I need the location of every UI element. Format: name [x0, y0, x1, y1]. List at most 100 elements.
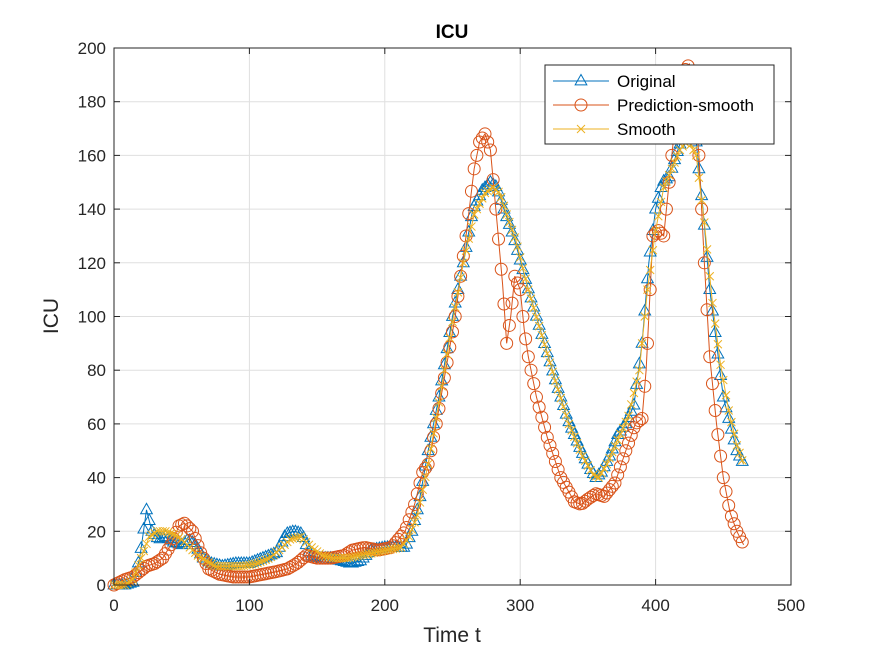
x-stroke — [207, 559, 216, 569]
x-stroke — [710, 319, 720, 329]
data-point — [464, 234, 474, 243]
x-stroke — [144, 532, 154, 542]
data-point — [727, 432, 741, 445]
data-point — [407, 525, 417, 534]
data-point — [735, 448, 744, 458]
data-point — [177, 516, 191, 530]
x-stroke — [667, 164, 677, 174]
x-stroke — [377, 546, 387, 556]
x-stroke — [161, 526, 170, 536]
y-tick-label: 140 — [78, 200, 106, 219]
data-point — [166, 528, 176, 538]
data-point — [710, 319, 720, 329]
x-stroke — [171, 531, 181, 541]
x-stroke — [645, 265, 655, 275]
data-point — [732, 441, 742, 450]
data-point — [131, 568, 141, 577]
data-point — [391, 544, 400, 553]
data-point — [494, 187, 503, 197]
x-stroke — [494, 187, 503, 197]
x-stroke — [483, 186, 493, 196]
data-point — [253, 558, 262, 568]
data-point — [697, 217, 712, 230]
data-point — [624, 403, 638, 416]
x-stroke — [464, 234, 474, 243]
data-point — [611, 468, 625, 482]
legend-item[interactable]: Smooth — [553, 120, 676, 139]
x-stroke — [702, 245, 712, 254]
data-point — [551, 376, 560, 386]
data-point — [510, 276, 524, 290]
legend-item[interactable]: Original — [553, 72, 676, 91]
data-point — [261, 555, 271, 565]
x-stroke — [616, 429, 625, 439]
data-point — [461, 246, 471, 256]
data-point — [521, 274, 530, 284]
data-point — [694, 173, 704, 183]
data-point — [264, 554, 273, 564]
data-point — [508, 269, 522, 283]
data-point — [634, 365, 644, 375]
data-point — [632, 377, 641, 386]
x-stroke — [597, 468, 606, 478]
data-point — [505, 296, 519, 310]
data-point — [158, 526, 168, 536]
data-point — [711, 346, 725, 359]
x-axis-label: Time t — [423, 624, 481, 647]
data-point — [662, 177, 671, 186]
legend-label: Prediction-smooth — [617, 96, 754, 115]
data-point — [518, 271, 533, 284]
legend-item[interactable]: Prediction-smooth — [553, 96, 754, 115]
data-point — [724, 406, 734, 415]
data-point — [258, 556, 268, 566]
x-stroke — [196, 552, 206, 562]
x-stroke — [659, 183, 669, 192]
data-point — [183, 522, 197, 536]
data-point — [608, 476, 622, 490]
x-stroke — [407, 525, 417, 534]
data-point — [727, 517, 741, 531]
x-stroke — [201, 556, 211, 566]
data-point — [139, 502, 154, 515]
data-point — [285, 535, 295, 544]
data-point — [502, 318, 516, 332]
x-stroke — [567, 425, 577, 435]
legend[interactable]: Original Prediction-smooth Smooth — [544, 64, 775, 145]
data-point — [711, 428, 725, 442]
data-point — [727, 417, 736, 427]
data-point — [247, 559, 257, 569]
x-stroke — [540, 340, 549, 349]
data-point — [716, 471, 730, 485]
data-point — [404, 532, 414, 542]
data-point — [637, 338, 647, 348]
data-point — [361, 550, 371, 559]
data-point — [502, 210, 512, 219]
x-stroke — [440, 365, 449, 375]
x-stroke — [708, 298, 717, 308]
x-stroke — [358, 550, 368, 560]
x-stroke — [123, 578, 132, 588]
x-stroke — [412, 510, 422, 520]
data-point — [527, 299, 541, 312]
x-stroke — [361, 550, 371, 559]
x-stroke — [147, 530, 157, 540]
data-point — [556, 393, 566, 403]
x-stroke — [510, 233, 520, 242]
data-point — [580, 456, 590, 466]
data-point — [470, 148, 484, 162]
data-point — [445, 333, 455, 343]
legend-marker — [574, 73, 588, 86]
x-tick-label: 0 — [109, 596, 118, 615]
data-point — [472, 204, 482, 214]
x-stroke — [250, 559, 260, 569]
data-point — [534, 321, 544, 331]
x-stroke — [142, 539, 151, 549]
data-point — [421, 457, 435, 471]
x-stroke — [591, 471, 601, 481]
data-point — [667, 164, 677, 174]
data-point — [599, 464, 609, 474]
data-point — [489, 202, 503, 216]
x-stroke — [472, 204, 482, 214]
data-point — [645, 265, 655, 275]
data-point — [464, 184, 478, 198]
